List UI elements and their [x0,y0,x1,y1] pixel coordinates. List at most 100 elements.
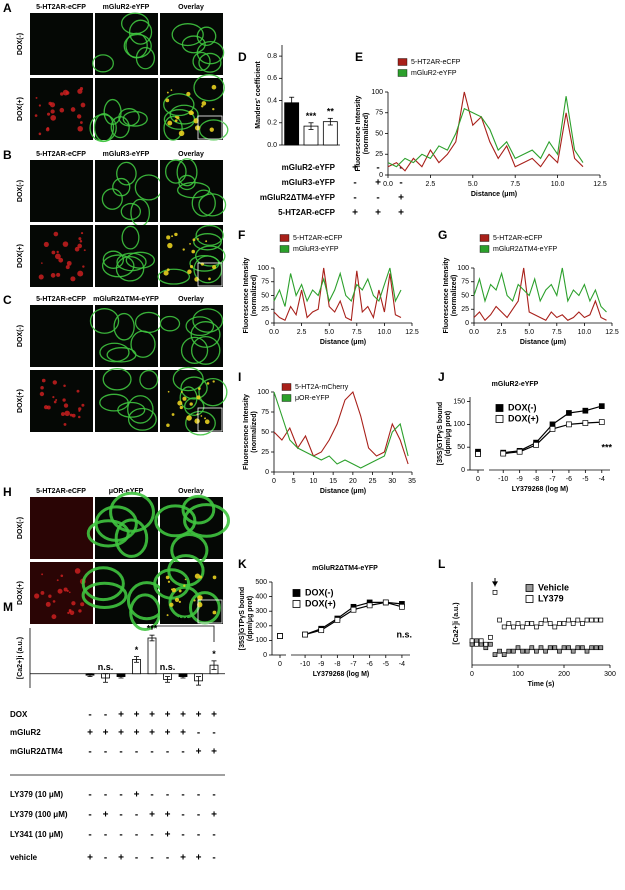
signal [62,398,66,402]
point [501,624,507,630]
bracket [151,625,215,642]
cell-outline [127,395,154,424]
point [497,648,502,654]
signal [50,273,56,278]
cell-outline [92,54,114,73]
signal [43,405,49,410]
point [534,624,539,630]
x-tick-label: 0 [272,478,276,485]
table-cell: - [197,790,200,801]
legend-swatch [292,600,301,608]
point [582,407,589,414]
colocalization [183,584,186,587]
y-tick-label: 100 [257,389,269,396]
x-tick-label: -7 [350,661,356,668]
point [598,419,605,425]
cell-outline [190,335,221,365]
table-cell: + [352,208,358,219]
bar [147,637,157,675]
signal [38,274,44,280]
signal [41,262,43,264]
y-axis-label: (normalized) [251,275,258,317]
y-tick-label: 25 [261,306,269,313]
micrograph [160,160,223,222]
point [552,645,558,651]
y-tick-label: 0.8 [267,53,277,60]
colocalization [163,270,169,276]
y-tick-label: 25 [375,151,383,158]
cell-outline [178,174,196,191]
cell-outline [192,51,211,71]
annotation: * [212,649,216,659]
panel-letter: D [238,50,247,64]
y-axis-label: Fluorescence Intensity [355,95,362,171]
y-axis-label: (dpm/μg prot) [247,596,254,642]
panel-letter: L [438,557,445,571]
point [584,617,590,623]
cell-outline [86,519,130,548]
point [534,648,539,654]
row-label: DOX(+) [17,581,24,605]
table-cell: - [212,728,215,739]
point [366,602,373,609]
point [561,621,567,626]
micrograph [30,160,93,222]
colocalization [189,265,194,269]
point [474,641,479,647]
x-tick-label: 25 [369,478,377,485]
baseline-point [277,633,283,639]
colocalization [201,101,207,106]
point [547,645,553,651]
x-tick-label: 0.0 [383,181,393,188]
signal [62,241,69,247]
x-tick-label: 5.0 [324,329,334,336]
table-cell: - [88,830,91,841]
signal [70,276,76,282]
colocalization [189,402,193,406]
colocalization [165,98,170,103]
colocalization [171,588,177,593]
y-tick-label: 0 [265,320,269,327]
x-axis-label: Distance (μm) [320,339,366,346]
signal [78,407,82,411]
point [483,641,489,647]
cell-outline [101,254,135,278]
cell-outline [121,225,140,250]
legend-swatch [479,234,490,242]
cell-outline [102,250,125,269]
signal [76,389,80,393]
colocalization [197,238,199,240]
signal [71,601,76,606]
colocalization [194,573,201,579]
table-cell: - [212,790,215,801]
point [302,631,308,638]
x-tick-label: -8 [533,476,539,483]
cell-outline [198,193,227,217]
signal [50,115,57,121]
micrograph [30,13,93,75]
point [492,590,498,595]
x-tick-label: 20 [349,478,357,485]
point [515,645,521,651]
y-tick-label: 25 [461,306,469,313]
point [589,617,594,623]
point [501,652,507,657]
colocalization [200,415,203,417]
point [500,450,507,457]
table-cell: + [165,810,171,821]
legend-swatch [495,415,504,423]
colocalization [174,119,178,123]
legend-label: 5-HT2AR-eCFP [493,235,543,242]
signal [43,241,49,247]
point [566,617,571,623]
arrow-head [492,581,498,587]
colocalization [204,419,210,425]
row-label: DOX(+) [17,389,24,413]
colocalization [182,248,185,251]
point [538,621,544,626]
signal [52,396,55,399]
signal [78,415,81,419]
x-axis-label: Time (s) [528,681,555,688]
y-axis-label: (dpm/μg prot) [445,411,452,457]
point [533,442,539,448]
